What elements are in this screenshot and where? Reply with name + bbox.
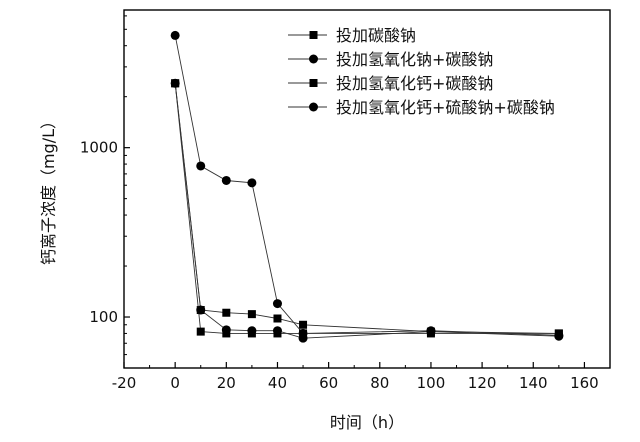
y-axis-label: 钙离子浓度（mg/L）: [39, 113, 58, 265]
x-tick-label: 60: [319, 374, 338, 392]
series-line: [174, 83, 559, 339]
x-tick-label: -20: [112, 374, 137, 392]
y-tick-label: 100: [89, 308, 118, 326]
y-axis: 100 1000: [80, 15, 130, 356]
square-marker: [299, 329, 308, 338]
circle-marker: [170, 30, 180, 40]
circle-marker: [298, 333, 308, 343]
legend-label: 投加氢氧化钙+碳酸钠: [336, 74, 493, 93]
legend-label: 投加碳酸钠: [336, 26, 416, 45]
plot-frame: [123, 9, 611, 369]
x-tick-label: 120: [468, 374, 497, 392]
x-axis-label: 时间（h）: [330, 413, 404, 432]
x-axis: -20 0 20 40 60 80 100 120 140 160: [112, 362, 599, 392]
legend-item: 投加碳酸钠: [288, 26, 416, 45]
square-marker: [309, 31, 318, 39]
circle-marker: [309, 54, 318, 64]
legend-label: 投加氢氧化钠+碳酸钠: [336, 50, 493, 69]
circle-marker: [309, 102, 318, 112]
x-tick-label: 160: [570, 374, 599, 392]
circle-marker: [272, 299, 282, 309]
y-tick-label: 1000: [80, 139, 118, 157]
x-tick-label: 40: [268, 374, 287, 392]
circle-marker: [196, 305, 206, 315]
square-marker: [309, 79, 318, 87]
legend-item: 投加氢氧化钠+碳酸钠: [288, 50, 493, 69]
series-3: [171, 79, 563, 338]
circle-marker: [221, 175, 231, 185]
square-marker: [196, 327, 205, 336]
series-layer: [170, 30, 564, 343]
circle-marker: [554, 331, 564, 341]
x-tick-label: 140: [519, 374, 548, 392]
x-tick-label: 100: [417, 374, 446, 392]
legend-item: 投加氢氧化钙+碳酸钠: [288, 74, 493, 93]
square-marker: [222, 308, 231, 317]
x-tick-label: 80: [370, 374, 389, 392]
circle-marker: [196, 161, 206, 171]
x-tick-label: 0: [170, 374, 180, 392]
circle-marker: [221, 325, 231, 335]
legend-label: 投加氢氧化钙+硫酸钠+碳酸钠: [336, 98, 555, 117]
legend-item: 投加氢氧化钙+硫酸钠+碳酸钠: [288, 98, 555, 117]
circle-marker: [247, 326, 257, 336]
series-line: [174, 35, 559, 336]
series-1: [171, 79, 563, 338]
series-4: [170, 78, 564, 343]
series-line: [174, 83, 559, 334]
circle-marker: [247, 178, 257, 188]
circle-marker: [170, 78, 180, 88]
square-marker: [299, 320, 308, 329]
x-tick-label: 20: [217, 374, 236, 392]
square-marker: [247, 310, 256, 319]
circle-marker: [426, 327, 436, 337]
circle-marker: [272, 326, 282, 336]
series-line: [174, 83, 559, 334]
square-marker: [273, 314, 282, 323]
